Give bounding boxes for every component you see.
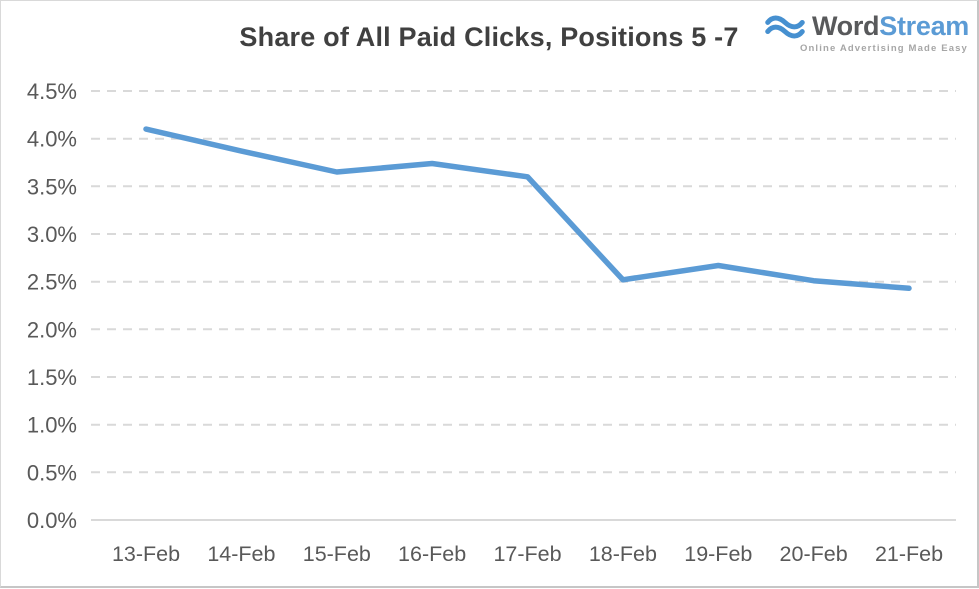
x-tick-label: 20-Feb bbox=[780, 542, 848, 566]
x-tick-label: 15-Feb bbox=[303, 542, 371, 566]
wordstream-logo: WordStream Online Advertising Made Easy bbox=[765, 13, 969, 54]
y-tick-label: 2.0% bbox=[27, 317, 77, 342]
logo-tagline: Online Advertising Made Easy bbox=[799, 43, 968, 54]
y-tick-label: 4.0% bbox=[27, 127, 77, 152]
y-tick-label: 0.0% bbox=[27, 508, 77, 533]
logo-word: Word bbox=[811, 11, 880, 41]
y-tick-label: 1.0% bbox=[27, 413, 77, 438]
wordstream-wave-icon bbox=[765, 15, 805, 38]
x-tick-label: 14-Feb bbox=[207, 542, 275, 566]
y-tick-label: 2.5% bbox=[27, 270, 77, 295]
y-tick-label: 4.5% bbox=[27, 79, 77, 104]
x-tick-label: 19-Feb bbox=[684, 542, 752, 566]
logo-stream: Stream bbox=[879, 11, 969, 41]
y-tick-label: 1.5% bbox=[27, 365, 77, 390]
x-tick-label: 18-Feb bbox=[589, 542, 657, 566]
logo-row: WordStream bbox=[765, 13, 969, 40]
y-tick-label: 3.5% bbox=[27, 174, 77, 199]
x-tick-label: 21-Feb bbox=[875, 542, 943, 566]
x-tick-label: 13-Feb bbox=[112, 542, 180, 566]
y-tick-label: 0.5% bbox=[27, 460, 77, 485]
y-tick-label: 3.0% bbox=[27, 222, 77, 247]
x-tick-label: 16-Feb bbox=[398, 542, 466, 566]
x-tick-label: 17-Feb bbox=[493, 542, 561, 566]
chart-title: Share of All Paid Clicks, Positions 5 -7 bbox=[239, 22, 739, 52]
logo-wordmark: WordStream bbox=[812, 13, 969, 40]
series-line bbox=[143, 126, 912, 292]
